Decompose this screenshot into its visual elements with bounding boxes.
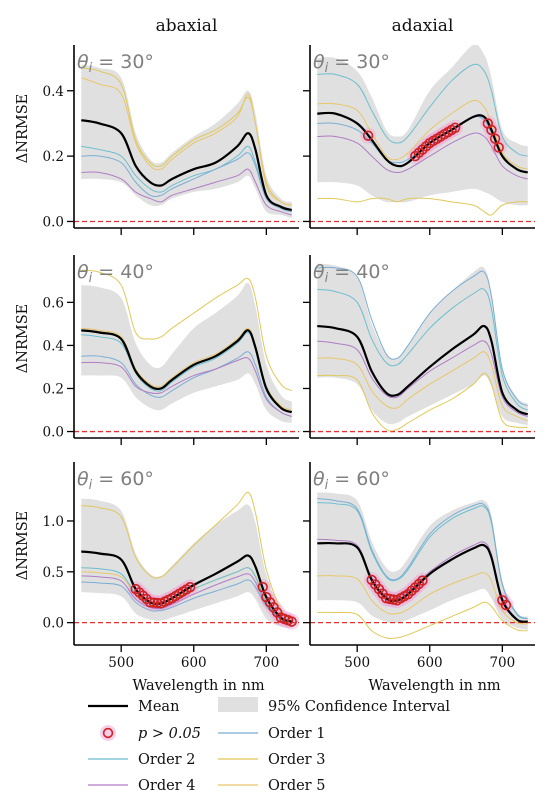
p-marker (362, 130, 374, 141)
series-order-4-line (81, 168, 292, 216)
series-order-3-line (317, 372, 528, 432)
x-tick-label: 500 (344, 655, 370, 671)
y-tick-label: 0.0 (43, 214, 64, 230)
plot-area (310, 263, 535, 433)
p-marker (145, 597, 156, 608)
y-tick-label: 0.2 (43, 381, 64, 397)
legend: Mean 95% Confidence Interval p > 0.05 Or… (88, 697, 450, 794)
panel-grid: 0.0 0.2 0.4 θi = 30° θi = 30° 0.0 0.2 0.4 0.6 θi … (43, 45, 535, 671)
confidence-band (317, 492, 528, 630)
p-marker (257, 581, 268, 593)
p-marker (152, 597, 163, 609)
panel-abaxial-row-1: 0.0 0.2 0.4 θi = 30° (43, 45, 299, 235)
panel-incidence-label: θi = 40° (313, 261, 390, 286)
series-order-4-line (81, 357, 292, 417)
legend-p-marker (102, 727, 114, 739)
series-order-3-line (81, 269, 292, 392)
x-axis-label-abaxial: Wavelength in nm (132, 678, 265, 694)
series-order-5-line (317, 351, 528, 422)
legend-order3-label: Order 3 (268, 752, 325, 768)
confidence-band (317, 45, 528, 206)
y-tick-label: 1.0 (43, 514, 64, 530)
legend-order2-label: Order 2 (138, 752, 195, 768)
y-tick-label: 0.5 (43, 565, 64, 581)
legend-p-marker-glow (100, 725, 116, 741)
y-tick-label: 0.0 (43, 425, 64, 441)
panel-incidence-label: θi = 30° (313, 51, 390, 76)
series-order-1-line (317, 498, 528, 620)
legend-mean-label: Mean (138, 699, 179, 715)
series-order-4-line (317, 132, 528, 180)
plot-area (310, 45, 535, 223)
plot-area (74, 269, 299, 433)
panel-adaxial-row-2: θi = 40° (303, 255, 535, 445)
confidence-band (317, 263, 528, 426)
panel-abaxial-row-2: 0.0 0.2 0.4 0.6 θi = 40° (43, 255, 299, 445)
series-order-2-line (317, 63, 528, 157)
plot-area (310, 492, 535, 640)
panel-incidence-label: θi = 30° (77, 51, 154, 76)
series-order-4-line (81, 573, 292, 623)
series-order-3-line (317, 601, 528, 640)
series-order-3-line (81, 491, 293, 619)
y-tick-label: 0.4 (43, 338, 64, 354)
p-marker (184, 582, 196, 593)
y-axis-label-row-1: ΔNRMSE (15, 94, 31, 163)
y-tick-label: 0.4 (43, 84, 64, 100)
legend-p-label: p > 0.05 (138, 726, 201, 742)
panel-incidence-label: θi = 60° (77, 468, 154, 493)
mean-line (317, 541, 528, 623)
y-tick-label: 0.2 (43, 149, 64, 165)
x-axis-label-adaxial: Wavelength in nm (368, 678, 501, 694)
legend-ci-label: 95% Confidence Interval (268, 699, 450, 715)
legend-order5-label: Order 5 (268, 778, 325, 794)
confidence-band (81, 498, 292, 628)
p-marker (486, 124, 497, 136)
p-marker (417, 575, 428, 586)
x-tick-label: 700 (489, 655, 515, 671)
plot-area (74, 64, 299, 223)
plot-area (74, 491, 299, 630)
mean-line (81, 119, 293, 212)
x-tick-label: 600 (417, 655, 443, 671)
x-tick-label: 600 (181, 655, 207, 671)
panel-adaxial-row-1: θi = 30° (303, 45, 535, 235)
legend-order1-label: Order 1 (268, 726, 325, 742)
panel-incidence-label: θi = 40° (77, 261, 154, 286)
column-title-abaxial: abaxial (156, 16, 218, 36)
mean-line (81, 329, 293, 414)
series-order-1-line (81, 351, 292, 417)
y-tick-label: 0.6 (43, 295, 64, 311)
legend-order4-label: Order 4 (138, 778, 195, 794)
confidence-band (81, 282, 292, 423)
panel-incidence-label: θi = 60° (313, 468, 390, 493)
y-tick-label: 0.0 (43, 616, 64, 632)
series-order-4-line (317, 340, 528, 417)
series-order-2-line (317, 288, 528, 411)
p-marker (286, 616, 297, 627)
panel-adaxial-row-3: 500 600 700 θi = 60° (303, 462, 535, 671)
legend-ci-swatch (218, 697, 258, 712)
p-marker (493, 142, 504, 153)
series-order-1-line (81, 152, 292, 213)
y-axis-label-row-2: ΔNRMSE (15, 304, 31, 373)
p-marker (148, 597, 160, 608)
series-order-1-line (317, 266, 528, 407)
series-order-3-line (317, 197, 528, 216)
p-marker (449, 122, 461, 133)
panel-abaxial-row-3: 0.0 0.5 1.0 500 600 700 θi = 60° (43, 462, 299, 671)
series-order-5-line (81, 77, 292, 206)
column-title-adaxial: adaxial (392, 16, 454, 36)
mean-line (317, 324, 529, 416)
p-marker (500, 599, 512, 611)
series-order-5-line (317, 99, 528, 170)
p-marker (489, 133, 501, 144)
y-axis-label-row-3: ΔNRMSE (15, 511, 31, 580)
x-tick-label: 500 (108, 655, 134, 671)
x-tick-label: 700 (253, 655, 279, 671)
